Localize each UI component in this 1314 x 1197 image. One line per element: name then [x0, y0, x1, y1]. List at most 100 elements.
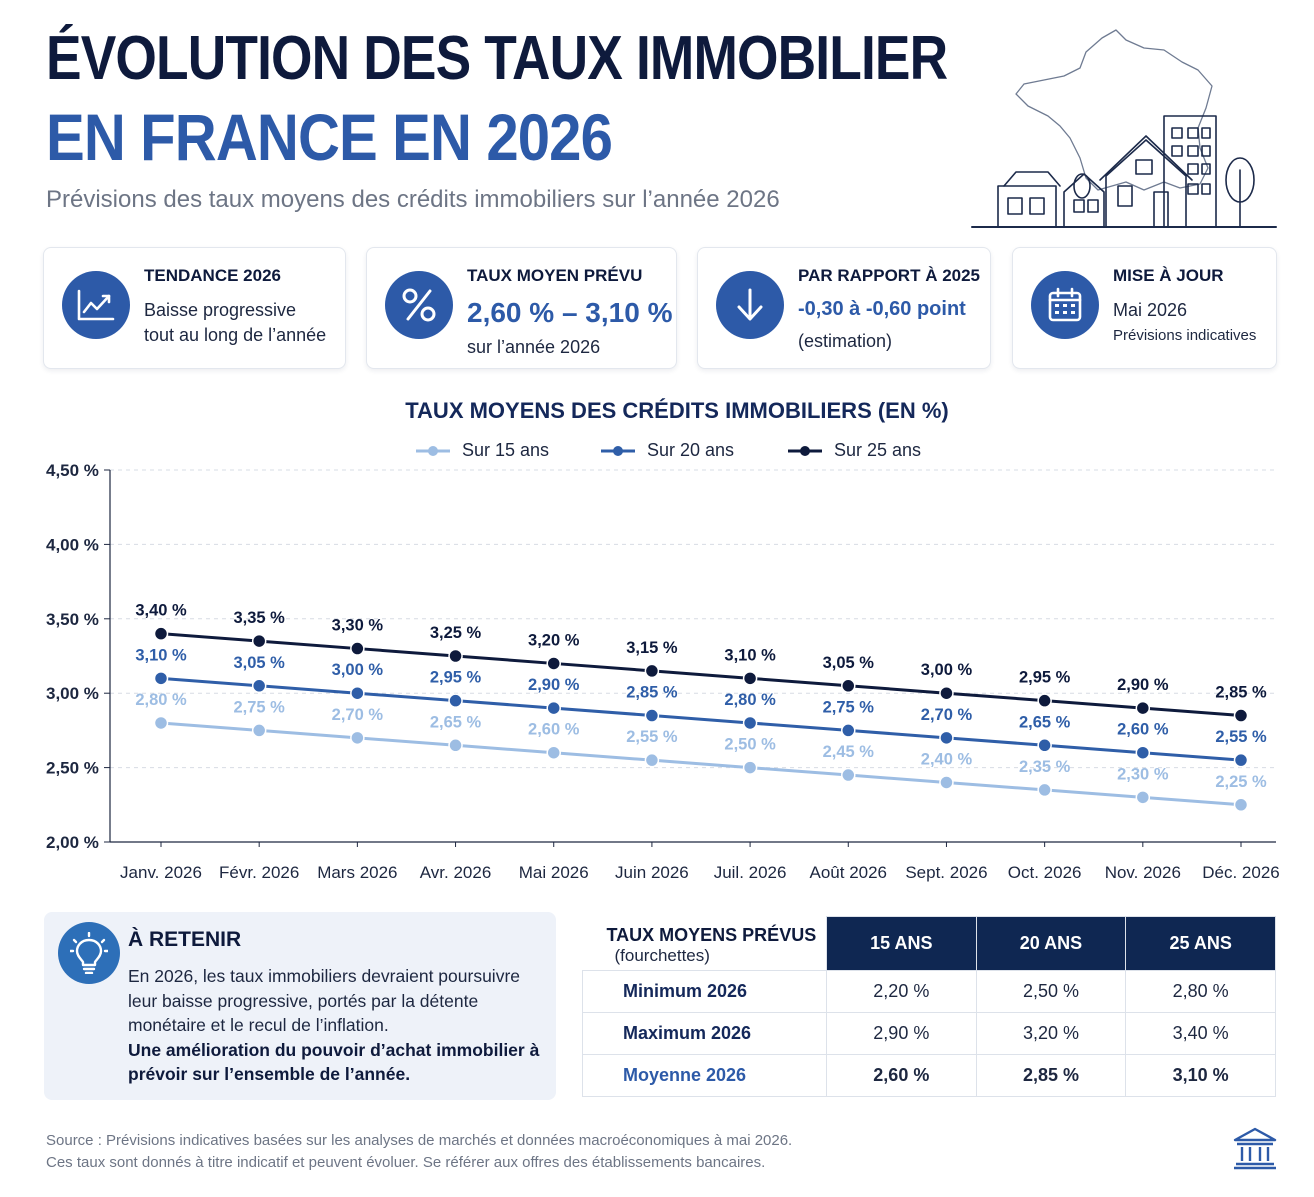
data-point-2: [742, 671, 758, 686]
data-point-1: [153, 671, 169, 686]
y-tick-label: 3,50 %: [46, 610, 99, 629]
data-label-2: 3,05 %: [823, 654, 875, 672]
data-label-2: 3,15 %: [626, 639, 678, 657]
data-label-0: 2,45 %: [823, 743, 875, 761]
series-line-2: [160, 632, 1242, 718]
chart-title: TAUX MOYENS DES CRÉDITS IMMOBILIERS (EN …: [405, 398, 949, 423]
data-point-0: [939, 775, 954, 790]
legend-label-25: Sur 25 ans: [834, 440, 922, 460]
y-tick-label: 4,00 %: [46, 535, 99, 554]
data-point-2: [350, 641, 365, 656]
card-update-label: MISE À JOUR: [1113, 266, 1224, 285]
x-tick-label: Sept. 2026: [905, 863, 987, 882]
data-label-0: 2,65 %: [430, 713, 482, 731]
table-title-cell: TAUX MOYENS PRÉVUS (fourchettes): [582, 916, 827, 971]
table-row-label: Maximum 2026: [582, 1012, 827, 1056]
data-label-0: 2,40 %: [921, 750, 973, 768]
table-title: TAUX MOYENS PRÉVUS: [606, 924, 817, 945]
data-label-0: 2,75 %: [233, 698, 285, 716]
card-vs-2025-label: PAR RAPPORT À 2025: [798, 266, 981, 285]
x-tick-label: Mars 2026: [317, 863, 397, 882]
card-vs-2025-note: (estimation): [798, 331, 893, 351]
key-takeaway-title: À RETENIR: [128, 928, 242, 951]
data-point-1: [251, 678, 267, 694]
data-label-2: 3,20 %: [528, 631, 580, 649]
x-tick-label: Févr. 2026: [219, 863, 299, 882]
card-average-rate: TAUX MOYEN PRÉVU 2,60 % – 3,10 % sur l’a…: [366, 247, 677, 369]
y-tick-label: 2,00 %: [46, 833, 99, 852]
y-tick-label: 2,50 %: [46, 759, 99, 778]
data-label-0: 2,60 %: [528, 721, 580, 739]
data-point-1: [1233, 752, 1249, 768]
data-label-1: 2,90 %: [528, 676, 580, 694]
x-tick-label: Août 2026: [810, 863, 888, 882]
france-houses-illustration: [971, 29, 1277, 228]
data-point-0: [644, 752, 660, 768]
table-cell: 2,60 %: [826, 1054, 977, 1097]
data-label-1: 2,80 %: [724, 691, 776, 709]
table-cell: 3,40 %: [1125, 1012, 1276, 1056]
data-point-1: [939, 730, 954, 746]
table-header-15: 15 ANS: [826, 915, 977, 972]
y-tick-label: 4,50 %: [46, 461, 99, 480]
x-tick-label: Mai 2026: [519, 863, 589, 882]
calendar-icon: [1031, 271, 1099, 339]
card-trend-label: TENDANCE 2026: [144, 266, 281, 285]
legend-label-15: Sur 15 ans: [462, 440, 550, 460]
data-label-1: 2,65 %: [1019, 713, 1071, 731]
source-note: Source : Prévisions indicatives basées s…: [46, 1130, 792, 1174]
data-label-2: 3,00 %: [921, 661, 973, 679]
trend-chart-icon: [62, 271, 130, 339]
data-label-1: 2,60 %: [1117, 721, 1169, 739]
table-row: Minimum 2026 2,20 % 2,50 % 2,80 %: [582, 970, 1276, 1014]
series-line-0: [160, 721, 1242, 807]
x-tick-label: Déc. 2026: [1202, 863, 1280, 882]
data-point-1: [841, 723, 856, 738]
data-label-0: 2,70 %: [332, 706, 384, 724]
x-tick-label: Janv. 2026: [120, 863, 202, 882]
table-row-label: Moyenne 2026: [582, 1054, 827, 1097]
line-chart: 2,00 % 2,50 % 3,00 % 3,50 % 4,00 % 4,50 % Janv…: [46, 461, 1280, 882]
data-point-0: [841, 767, 856, 783]
data-point-0: [448, 738, 463, 753]
data-point-2: [841, 678, 856, 694]
data-label-0: 2,50 %: [724, 736, 776, 754]
table-cell: 3,20 %: [975, 1012, 1127, 1056]
x-tick-label: Nov. 2026: [1105, 863, 1181, 882]
data-point-1: [1037, 738, 1052, 753]
data-point-2: [1233, 708, 1249, 723]
data-label-1: 3,10 %: [135, 646, 187, 664]
data-point-0: [1135, 790, 1151, 805]
table-cell: 3,10 %: [1125, 1054, 1276, 1097]
page-subtitle: Prévisions des taux moyens des crédits i…: [46, 186, 780, 213]
data-point-1: [742, 715, 758, 731]
table-cell: 2,90 %: [826, 1012, 977, 1056]
table-header-20: 20 ANS: [975, 915, 1127, 972]
data-point-0: [1037, 782, 1052, 798]
data-label-2: 3,40 %: [135, 602, 187, 620]
data-label-0: 2,25 %: [1215, 773, 1267, 791]
x-tick-label: Juil. 2026: [714, 863, 787, 882]
key-takeaway-strong: Une amélioration du pouvoir d’achat immo…: [128, 1039, 540, 1085]
card-average-rate-value: 2,60 % – 3,10 %: [467, 297, 673, 328]
card-update: MISE À JOUR Mai 2026 Prévisions indicati…: [1012, 247, 1277, 369]
card-trend-line1: Baisse progressive: [144, 300, 297, 320]
data-label-2: 3,35 %: [233, 609, 285, 627]
data-point-2: [546, 656, 561, 671]
card-trend: TENDANCE 2026 Baisse progressive tout au…: [43, 247, 346, 369]
table-row: Maximum 2026 2,90 % 3,20 % 3,40 %: [582, 1012, 1276, 1056]
data-point-0: [742, 760, 758, 775]
legend-item-15: Sur 15 ans: [416, 440, 549, 461]
table-header-25: 25 ANS: [1125, 915, 1276, 972]
data-point-0: [251, 723, 267, 738]
forecast-table: TAUX MOYENS PRÉVUS (fourchettes) 15 ANS …: [582, 915, 1276, 1097]
data-point-2: [153, 626, 169, 641]
table-row-label: Minimum 2026: [582, 970, 827, 1014]
data-point-2: [939, 685, 954, 701]
data-point-2: [644, 663, 660, 679]
data-label-0: 2,80 %: [135, 691, 187, 709]
source-line2: Ces taux sont donnés à titre indicatif e…: [46, 1154, 766, 1171]
card-vs-2025: PAR RAPPORT À 2025 -0,30 à -0,60 point (…: [697, 247, 991, 369]
data-label-0: 2,35 %: [1019, 758, 1071, 776]
table-cell: 2,50 %: [975, 970, 1127, 1014]
